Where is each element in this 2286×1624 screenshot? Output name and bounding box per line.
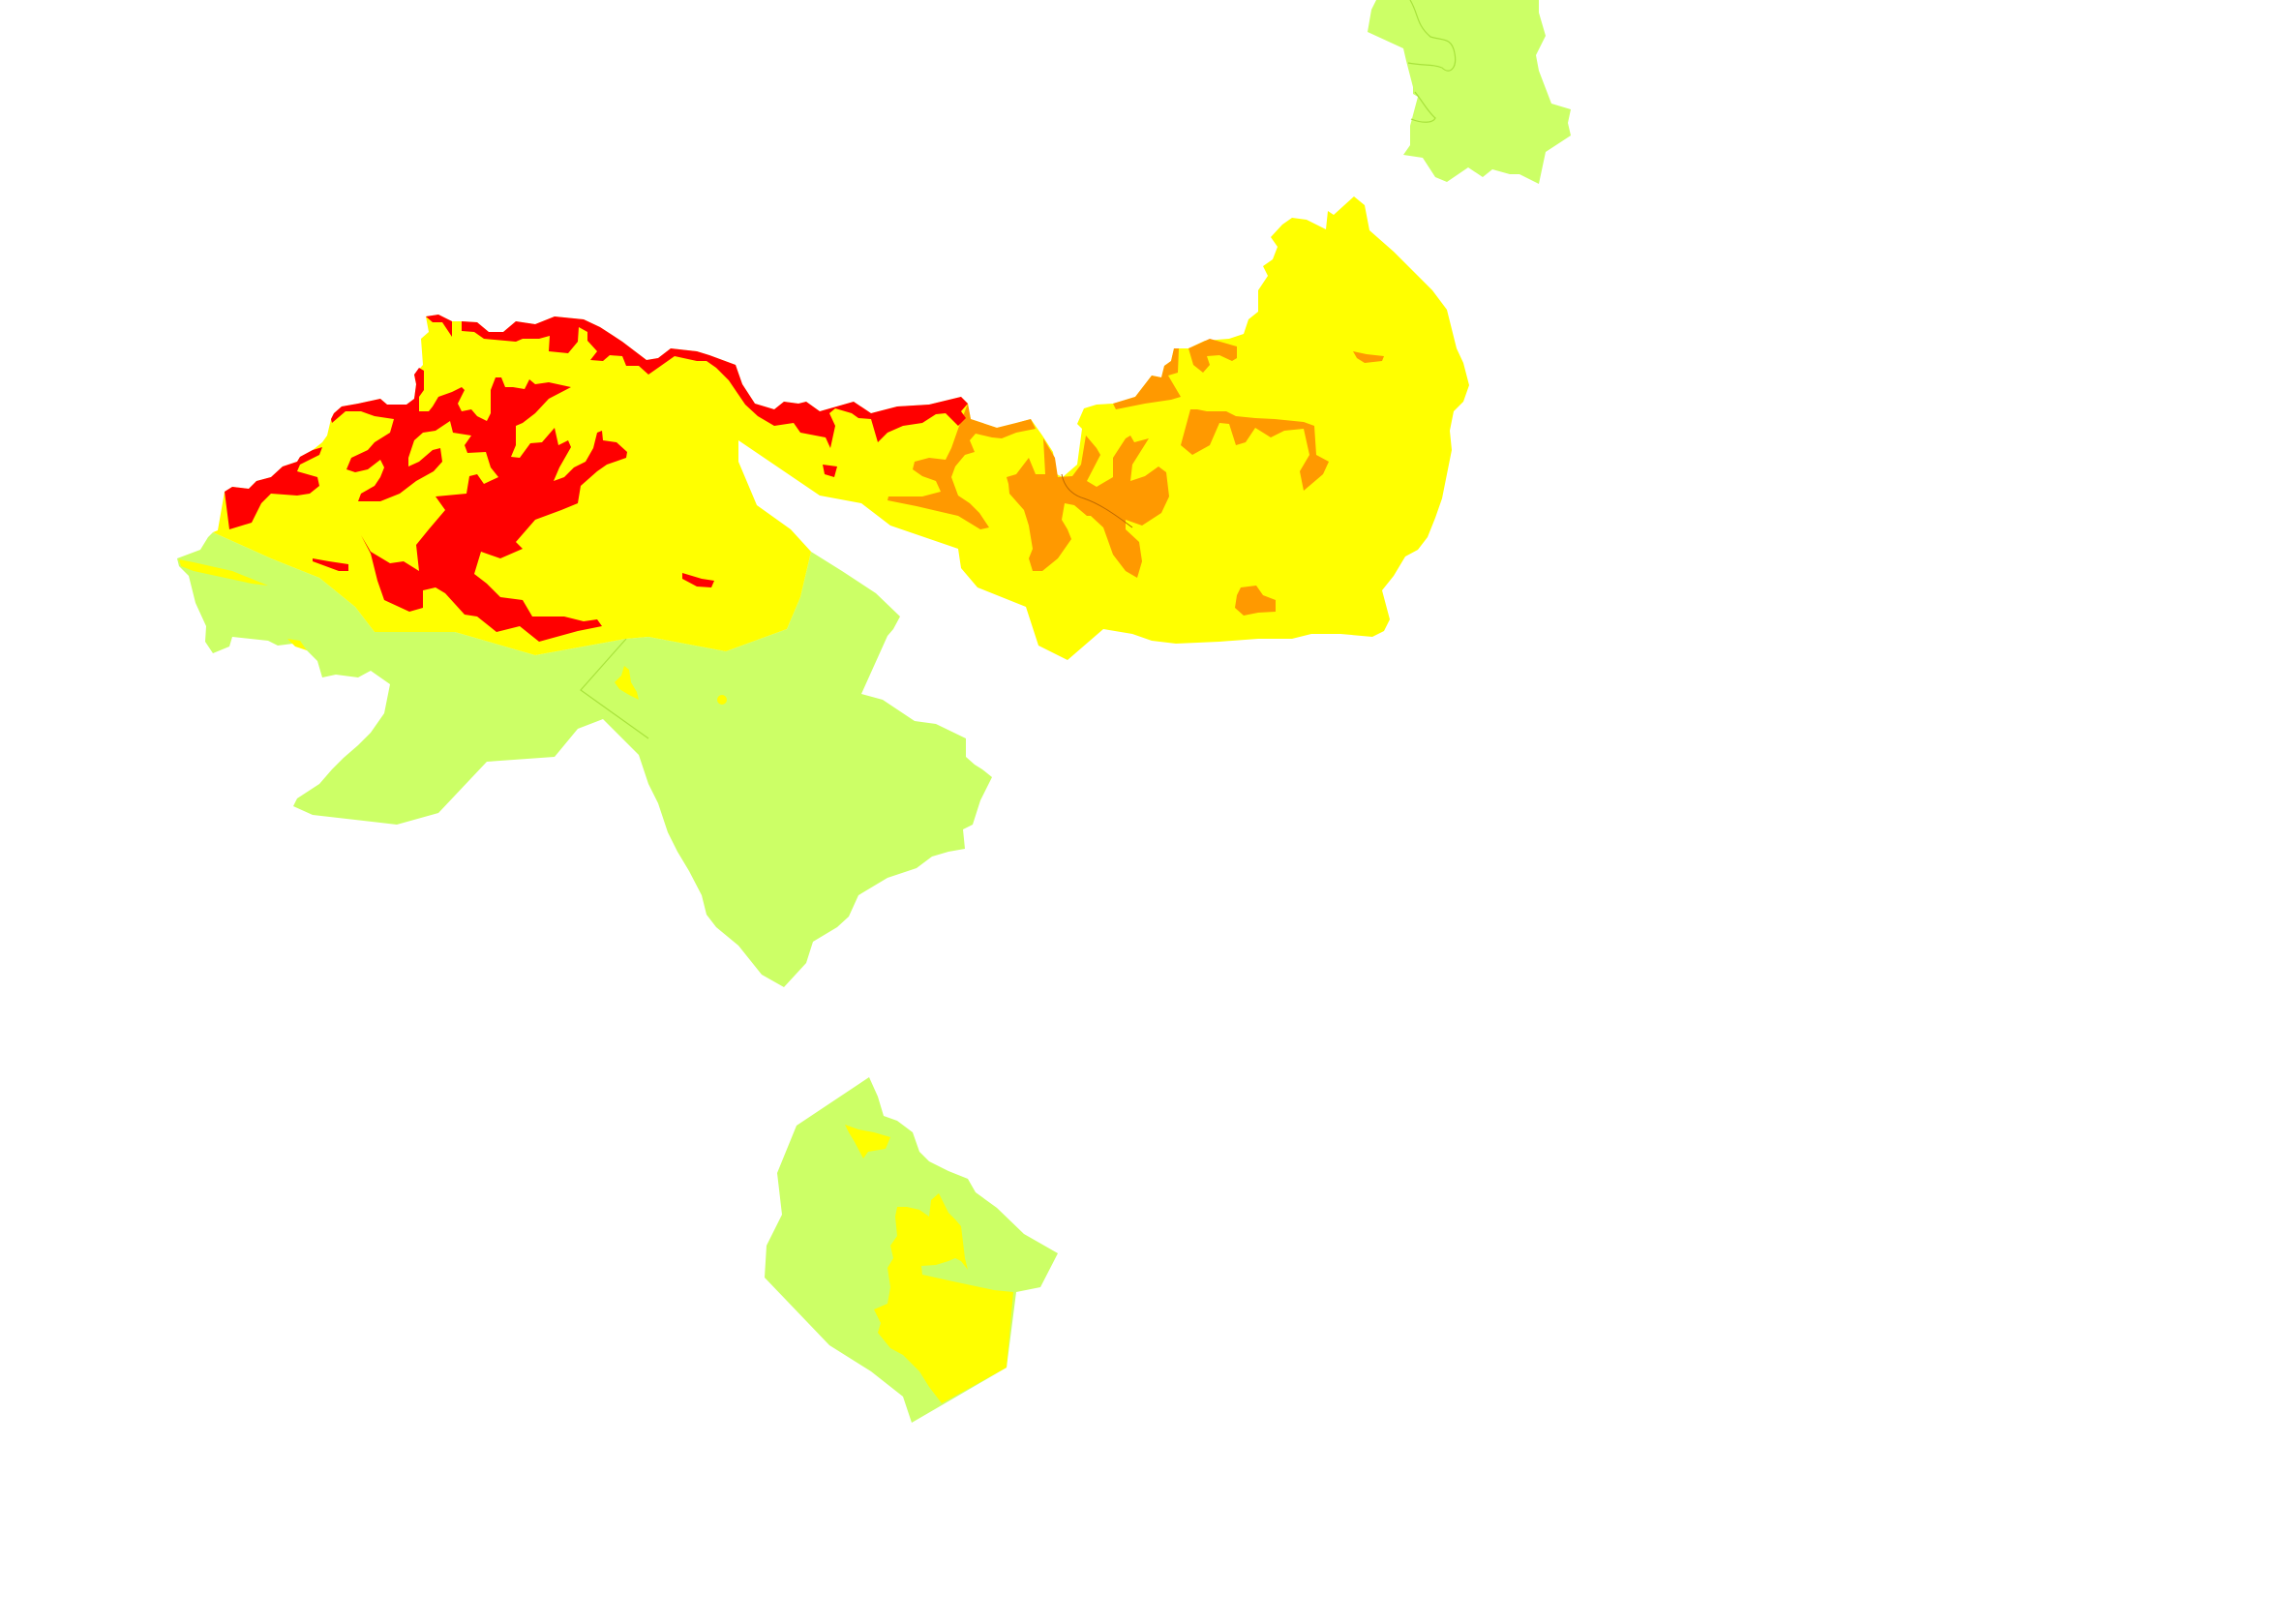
red-zone <box>682 573 714 587</box>
yellow-patch <box>717 695 727 705</box>
yellow-patch <box>287 639 307 650</box>
yellow-patch <box>179 559 268 586</box>
orange-zone <box>1353 351 1384 363</box>
region-boundary-line <box>580 638 649 739</box>
orange-zone <box>1181 409 1329 491</box>
red-zone <box>823 465 837 477</box>
region-central-green <box>177 532 992 987</box>
orange-zone <box>1007 436 1169 578</box>
red-zone <box>462 316 968 448</box>
region-north-yellow <box>213 196 1469 660</box>
yellow-patch <box>615 666 639 700</box>
red-zone <box>313 558 348 571</box>
region-boundary-line <box>1407 0 1457 123</box>
orange-zone <box>1235 586 1276 616</box>
red-zone <box>426 315 452 337</box>
red-zone <box>225 447 322 529</box>
orange-zone <box>887 404 1036 529</box>
orange-internal-boundary <box>1061 473 1133 528</box>
region-northeast-green <box>1368 0 1571 184</box>
red-zone <box>331 368 627 642</box>
orange-zone <box>1113 348 1181 409</box>
region-south-yellow <box>874 1193 1013 1403</box>
yellow-patch <box>845 1125 890 1158</box>
orange-zone <box>1188 339 1237 373</box>
